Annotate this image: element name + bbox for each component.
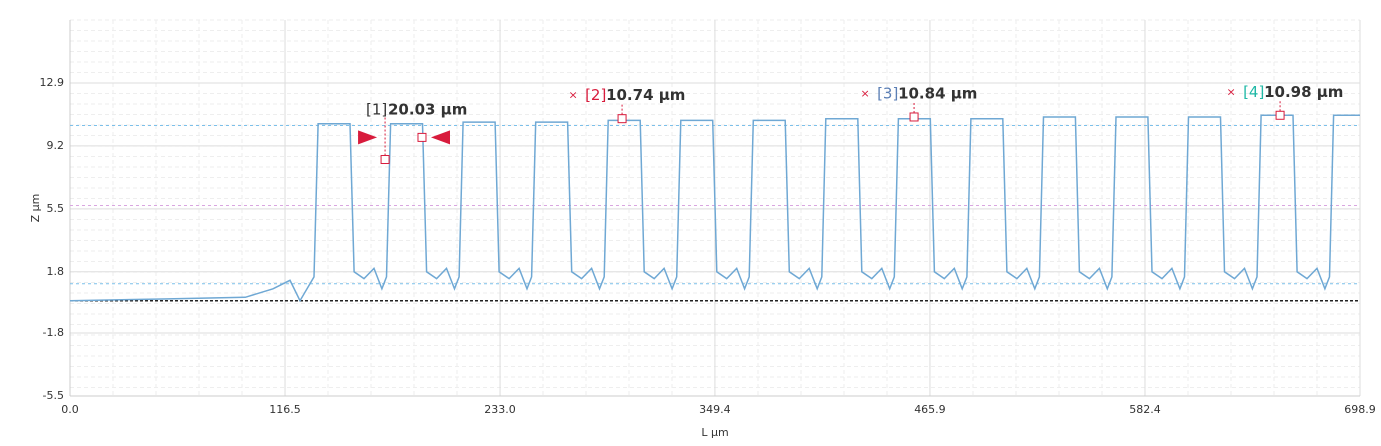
annotation-label: [4] [1243, 83, 1264, 101]
annotation-cross: × [1226, 85, 1235, 98]
x-tick-label: 233.0 [484, 403, 516, 416]
y-axis-label: Z µm [29, 194, 42, 223]
annotation-label: [1] [366, 101, 387, 119]
arrow [430, 130, 450, 145]
arrow [358, 130, 378, 145]
annotation-label: [3] [877, 84, 898, 102]
y-tick-label: 1.8 [47, 265, 65, 278]
profile-line [69, 114, 1360, 303]
annotation-cross: × [568, 89, 577, 102]
y-tick-label: 12.9 [40, 76, 65, 89]
x-tick-label: 0.0 [61, 403, 79, 416]
y-tick-label: 9.2 [47, 139, 65, 152]
annotation-marker [380, 155, 390, 165]
annotation-marker [417, 132, 427, 142]
annotation-cross: × [860, 87, 869, 100]
x-tick-label: 698.9 [1344, 403, 1376, 416]
x-axis-label: L µm [701, 426, 728, 439]
x-tick-label: 349.4 [699, 403, 731, 416]
annotation-marker [909, 112, 919, 122]
y-tick-label: -1.8 [43, 326, 64, 339]
annotation-value: 10.74 µm [606, 86, 685, 104]
annotation-marker [1275, 110, 1285, 120]
annotation-value: 10.84 µm [898, 84, 977, 102]
y-tick-label: 5.5 [47, 202, 65, 215]
y-tick-label: -5.5 [43, 389, 64, 402]
annotation-marker [617, 114, 627, 124]
annotation-value: 20.03 µm [388, 101, 467, 119]
x-tick-label: 116.5 [269, 403, 301, 416]
x-tick-label: 582.4 [1129, 403, 1161, 416]
annotation-value: 10.98 µm [1264, 83, 1343, 101]
x-tick-label: 465.9 [914, 403, 946, 416]
annotation-label: [2] [585, 86, 606, 104]
